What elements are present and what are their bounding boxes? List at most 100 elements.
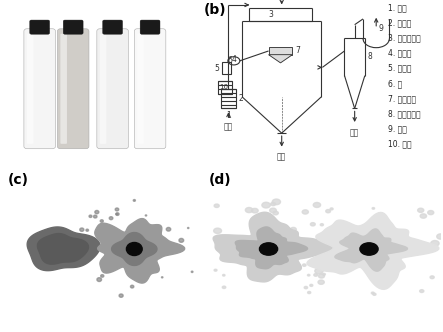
Text: 10. 料液: 10. 料液 (388, 139, 412, 148)
Circle shape (145, 215, 147, 216)
Circle shape (252, 208, 258, 213)
Bar (218, 81, 232, 94)
Circle shape (260, 243, 278, 255)
Circle shape (437, 234, 443, 239)
Text: (a): (a) (8, 7, 31, 21)
Text: 7: 7 (295, 46, 300, 55)
Text: 9. 风机: 9. 风机 (388, 124, 407, 133)
Circle shape (326, 209, 330, 213)
Circle shape (67, 253, 69, 255)
Circle shape (87, 248, 88, 249)
Circle shape (330, 208, 333, 210)
Circle shape (321, 265, 329, 270)
Circle shape (302, 210, 308, 214)
Circle shape (96, 230, 97, 231)
Circle shape (70, 234, 72, 235)
Circle shape (314, 274, 318, 276)
Circle shape (86, 229, 89, 231)
Text: (b): (b) (204, 3, 226, 17)
Ellipse shape (28, 142, 51, 147)
Circle shape (172, 252, 179, 257)
Circle shape (357, 255, 359, 257)
Circle shape (303, 264, 306, 266)
Circle shape (179, 238, 184, 242)
Text: 4. 干燥室: 4. 干燥室 (388, 49, 412, 58)
Circle shape (420, 290, 424, 292)
Circle shape (360, 243, 378, 255)
Circle shape (320, 224, 323, 226)
Circle shape (80, 228, 84, 231)
FancyBboxPatch shape (60, 34, 67, 144)
FancyBboxPatch shape (24, 29, 55, 149)
Circle shape (271, 203, 276, 206)
FancyBboxPatch shape (100, 34, 106, 144)
Circle shape (372, 208, 375, 209)
Circle shape (371, 292, 374, 294)
Circle shape (171, 240, 179, 246)
FancyBboxPatch shape (140, 20, 160, 34)
Text: 产品: 产品 (350, 128, 359, 137)
Circle shape (119, 294, 123, 297)
FancyBboxPatch shape (103, 20, 123, 34)
Text: 4: 4 (231, 55, 236, 64)
Circle shape (379, 284, 385, 288)
Text: 8. 旋风分离器: 8. 旋风分离器 (388, 109, 421, 118)
Circle shape (162, 277, 163, 278)
Circle shape (304, 287, 307, 289)
Circle shape (272, 199, 280, 205)
Circle shape (262, 202, 270, 208)
Bar (222, 62, 231, 74)
Circle shape (86, 236, 88, 237)
Circle shape (431, 240, 439, 246)
Circle shape (273, 211, 278, 215)
Circle shape (126, 242, 142, 256)
Circle shape (93, 215, 97, 218)
Circle shape (245, 208, 253, 212)
Circle shape (310, 284, 313, 287)
Circle shape (313, 203, 321, 208)
Text: 5: 5 (214, 64, 219, 73)
Circle shape (116, 213, 117, 215)
Circle shape (87, 240, 90, 243)
Circle shape (311, 223, 315, 226)
FancyBboxPatch shape (58, 29, 89, 149)
Circle shape (95, 210, 99, 214)
FancyBboxPatch shape (97, 29, 128, 149)
Circle shape (291, 227, 296, 231)
Circle shape (133, 200, 136, 201)
Circle shape (214, 269, 217, 271)
Text: 产品: 产品 (277, 153, 286, 162)
Circle shape (78, 237, 81, 240)
FancyBboxPatch shape (137, 34, 144, 144)
Circle shape (222, 286, 226, 289)
Text: (c): (c) (8, 173, 29, 187)
Polygon shape (37, 234, 89, 264)
FancyBboxPatch shape (134, 29, 166, 149)
Circle shape (270, 208, 276, 213)
Text: 2: 2 (239, 94, 243, 103)
Circle shape (307, 274, 310, 276)
Text: 3: 3 (268, 10, 273, 19)
Circle shape (188, 260, 195, 265)
Text: 9: 9 (379, 24, 384, 33)
Text: 1: 1 (226, 111, 231, 120)
Circle shape (307, 291, 311, 293)
Circle shape (214, 228, 222, 233)
Circle shape (222, 275, 225, 276)
Circle shape (214, 204, 219, 208)
Bar (221, 89, 236, 109)
Circle shape (319, 274, 325, 278)
Circle shape (97, 278, 101, 282)
Polygon shape (213, 212, 334, 282)
Circle shape (100, 220, 103, 222)
Circle shape (187, 227, 189, 228)
Ellipse shape (139, 142, 162, 147)
Circle shape (427, 210, 434, 215)
Circle shape (66, 251, 68, 253)
Text: (d): (d) (209, 173, 231, 187)
Circle shape (373, 293, 376, 295)
Text: 冷风: 冷风 (224, 123, 233, 131)
Circle shape (109, 217, 113, 220)
Circle shape (89, 215, 92, 217)
Circle shape (131, 285, 134, 288)
